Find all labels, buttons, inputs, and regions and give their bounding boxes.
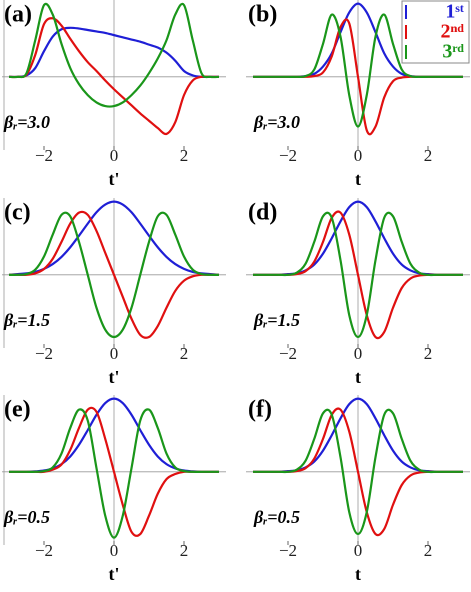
curve [253, 13, 463, 128]
annotation: βᵣ=0.5 [3, 507, 50, 527]
annotation: βᵣ=3.0 [3, 112, 50, 132]
x-tick-label: 0 [354, 344, 363, 363]
x-tick-label: −2 [35, 344, 53, 363]
curve [8, 210, 219, 339]
panel-label: (f) [248, 397, 272, 423]
legend-entry: 2ⁿᵈ [441, 21, 465, 43]
curve [8, 26, 219, 79]
x-tick-label: −2 [279, 344, 297, 363]
legend-box [401, 0, 470, 64]
x-tick-label: 0 [354, 541, 363, 560]
annotation: βᵣ=1.5 [3, 310, 50, 330]
x-tick-label: −2 [279, 541, 297, 560]
panel-label: (e) [4, 397, 31, 423]
curve [8, 408, 219, 539]
x-tick-label: 0 [110, 146, 119, 165]
legend-entry: 3ʳᵈ [442, 41, 464, 63]
curve [8, 211, 220, 339]
x-axis-label: t' [109, 564, 120, 584]
curve [8, 2, 220, 108]
panel-label: (b) [248, 2, 277, 28]
x-tick-label: −2 [35, 541, 53, 560]
x-tick-label: −2 [279, 146, 297, 165]
x-tick-label: 2 [180, 541, 189, 560]
panel-label: (c) [4, 200, 31, 226]
x-axis-label: t [355, 564, 361, 584]
x-axis-label: t' [109, 169, 120, 189]
x-tick-label: 0 [110, 344, 119, 363]
x-tick-label: 2 [180, 344, 189, 363]
x-tick-label: 0 [110, 541, 119, 560]
legend-entry: 1ˢᵗ [445, 1, 464, 23]
panel-label: (a) [4, 2, 32, 28]
x-tick-label: 2 [424, 541, 433, 560]
curve [252, 211, 463, 339]
curve [8, 17, 219, 136]
x-tick-label: 2 [180, 146, 189, 165]
annotation: βᵣ=3.0 [253, 112, 300, 132]
x-tick-label: 0 [354, 146, 363, 165]
x-tick-label: 2 [424, 146, 433, 165]
panel-label: (d) [248, 200, 277, 226]
x-axis-label: t' [109, 367, 120, 387]
x-axis-label: t [355, 367, 361, 387]
annotation: βᵣ=1.5 [253, 310, 300, 330]
x-tick-label: 2 [424, 344, 433, 363]
x-axis-label: t [355, 169, 361, 189]
annotation: βᵣ=0.5 [253, 507, 300, 527]
curve [252, 408, 463, 536]
x-tick-label: −2 [35, 146, 53, 165]
